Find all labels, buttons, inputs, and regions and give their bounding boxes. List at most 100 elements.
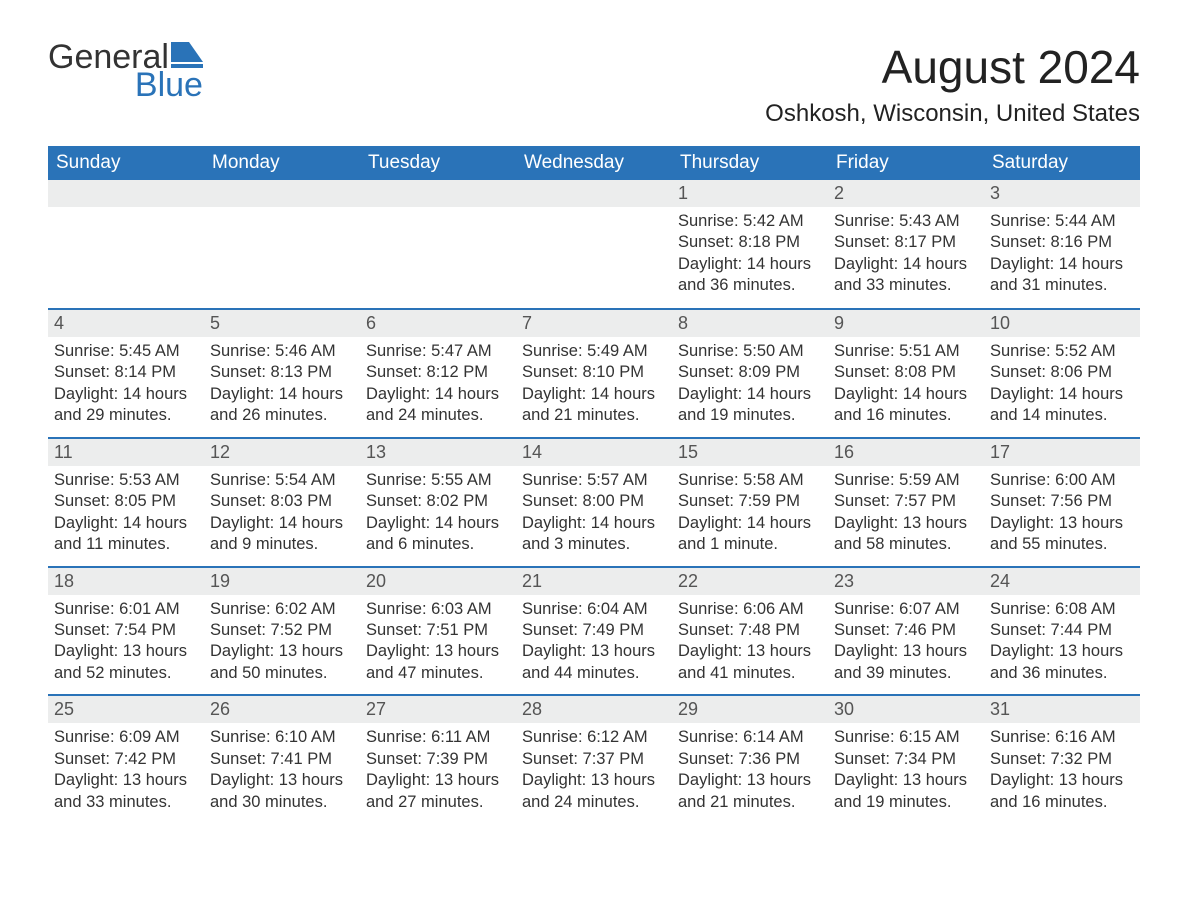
day-daylight1: Daylight: 14 hours xyxy=(54,384,198,405)
day-sunset: Sunset: 8:06 PM xyxy=(990,362,1134,383)
day-details: Sunrise: 5:47 AMSunset: 8:12 PMDaylight:… xyxy=(366,341,510,427)
day-sunrise: Sunrise: 6:09 AM xyxy=(54,727,198,748)
day-number: 24 xyxy=(984,568,1140,595)
day-sunrise: Sunrise: 5:52 AM xyxy=(990,341,1134,362)
day-daylight2: and 30 minutes. xyxy=(210,792,354,813)
day-daylight2: and 21 minutes. xyxy=(522,405,666,426)
day-daylight2: and 47 minutes. xyxy=(366,663,510,684)
day-number: 27 xyxy=(360,696,516,723)
day-cell: 4Sunrise: 5:45 AMSunset: 8:14 PMDaylight… xyxy=(48,310,204,437)
day-sunrise: Sunrise: 5:54 AM xyxy=(210,470,354,491)
day-sunrise: Sunrise: 5:50 AM xyxy=(678,341,822,362)
day-details: Sunrise: 6:00 AMSunset: 7:56 PMDaylight:… xyxy=(990,470,1134,556)
day-daylight2: and 14 minutes. xyxy=(990,405,1134,426)
day-cell: 19Sunrise: 6:02 AMSunset: 7:52 PMDayligh… xyxy=(204,568,360,695)
day-daylight2: and 36 minutes. xyxy=(990,663,1134,684)
day-sunrise: Sunrise: 5:51 AM xyxy=(834,341,978,362)
day-number: 25 xyxy=(48,696,204,723)
day-sunrise: Sunrise: 6:16 AM xyxy=(990,727,1134,748)
day-number: 9 xyxy=(828,310,984,337)
day-number: 14 xyxy=(516,439,672,466)
day-daylight2: and 33 minutes. xyxy=(54,792,198,813)
day-sunset: Sunset: 7:49 PM xyxy=(522,620,666,641)
day-sunset: Sunset: 7:39 PM xyxy=(366,749,510,770)
day-sunset: Sunset: 7:42 PM xyxy=(54,749,198,770)
day-cell: 24Sunrise: 6:08 AMSunset: 7:44 PMDayligh… xyxy=(984,568,1140,695)
day-cell: 7Sunrise: 5:49 AMSunset: 8:10 PMDaylight… xyxy=(516,310,672,437)
day-daylight2: and 41 minutes. xyxy=(678,663,822,684)
day-daylight1: Daylight: 14 hours xyxy=(210,384,354,405)
day-details: Sunrise: 6:11 AMSunset: 7:39 PMDaylight:… xyxy=(366,727,510,813)
day-number: 12 xyxy=(204,439,360,466)
day-daylight2: and 44 minutes. xyxy=(522,663,666,684)
day-cell: 5Sunrise: 5:46 AMSunset: 8:13 PMDaylight… xyxy=(204,310,360,437)
day-daylight2: and 52 minutes. xyxy=(54,663,198,684)
day-sunset: Sunset: 8:16 PM xyxy=(990,232,1134,253)
day-header-thursday: Thursday xyxy=(672,146,828,180)
day-number: 26 xyxy=(204,696,360,723)
day-sunset: Sunset: 7:52 PM xyxy=(210,620,354,641)
day-number: 10 xyxy=(984,310,1140,337)
day-daylight1: Daylight: 14 hours xyxy=(834,384,978,405)
day-details: Sunrise: 5:46 AMSunset: 8:13 PMDaylight:… xyxy=(210,341,354,427)
day-sunrise: Sunrise: 6:01 AM xyxy=(54,599,198,620)
day-daylight1: Daylight: 14 hours xyxy=(678,254,822,275)
day-daylight1: Daylight: 14 hours xyxy=(210,513,354,534)
day-cell xyxy=(516,180,672,308)
day-sunrise: Sunrise: 6:10 AM xyxy=(210,727,354,748)
day-header-tuesday: Tuesday xyxy=(360,146,516,180)
day-cell: 26Sunrise: 6:10 AMSunset: 7:41 PMDayligh… xyxy=(204,696,360,823)
day-sunset: Sunset: 7:56 PM xyxy=(990,491,1134,512)
day-details: Sunrise: 5:49 AMSunset: 8:10 PMDaylight:… xyxy=(522,341,666,427)
day-sunrise: Sunrise: 6:15 AM xyxy=(834,727,978,748)
day-details: Sunrise: 5:57 AMSunset: 8:00 PMDaylight:… xyxy=(522,470,666,556)
day-sunrise: Sunrise: 6:02 AM xyxy=(210,599,354,620)
day-header-sunday: Sunday xyxy=(48,146,204,180)
day-daylight2: and 27 minutes. xyxy=(366,792,510,813)
day-cell: 23Sunrise: 6:07 AMSunset: 7:46 PMDayligh… xyxy=(828,568,984,695)
day-cell: 8 Sunrise: 5:50 AMSunset: 8:09 PMDaylight… xyxy=(672,310,828,437)
day-number: 4 xyxy=(48,310,204,337)
day-number: 29 xyxy=(672,696,828,723)
day-number: 8 xyxy=(672,310,828,337)
day-details: Sunrise: 5:50 AMSunset: 8:09 PMDaylight:… xyxy=(678,341,822,427)
day-sunrise: Sunrise: 5:59 AM xyxy=(834,470,978,491)
day-daylight1: Daylight: 14 hours xyxy=(678,513,822,534)
day-sunset: Sunset: 8:08 PM xyxy=(834,362,978,383)
header: General Blue August 2024 Oshkosh, Wiscon… xyxy=(48,40,1140,128)
day-details: Sunrise: 6:04 AMSunset: 7:49 PMDaylight:… xyxy=(522,599,666,685)
day-number: 28 xyxy=(516,696,672,723)
day-header-wednesday: Wednesday xyxy=(516,146,672,180)
day-sunrise: Sunrise: 5:43 AM xyxy=(834,211,978,232)
day-sunset: Sunset: 8:18 PM xyxy=(678,232,822,253)
day-details: Sunrise: 5:54 AMSunset: 8:03 PMDaylight:… xyxy=(210,470,354,556)
day-cell: 22Sunrise: 6:06 AMSunset: 7:48 PMDayligh… xyxy=(672,568,828,695)
calendar: SundayMondayTuesdayWednesdayThursdayFrid… xyxy=(48,146,1140,823)
day-sunrise: Sunrise: 6:07 AM xyxy=(834,599,978,620)
week-row: 1Sunrise: 5:42 AMSunset: 8:18 PMDaylight… xyxy=(48,180,1140,308)
day-daylight2: and 24 minutes. xyxy=(522,792,666,813)
day-sunrise: Sunrise: 5:42 AM xyxy=(678,211,822,232)
day-header-row: SundayMondayTuesdayWednesdayThursdayFrid… xyxy=(48,146,1140,180)
day-daylight1: Daylight: 13 hours xyxy=(678,641,822,662)
day-daylight1: Daylight: 14 hours xyxy=(366,513,510,534)
day-daylight2: and 19 minutes. xyxy=(678,405,822,426)
day-details: Sunrise: 5:42 AMSunset: 8:18 PMDaylight:… xyxy=(678,211,822,297)
day-daylight1: Daylight: 14 hours xyxy=(522,513,666,534)
day-details: Sunrise: 5:55 AMSunset: 8:02 PMDaylight:… xyxy=(366,470,510,556)
day-header-friday: Friday xyxy=(828,146,984,180)
day-number xyxy=(360,180,516,207)
weeks-container: 1Sunrise: 5:42 AMSunset: 8:18 PMDaylight… xyxy=(48,180,1140,823)
day-cell: 30Sunrise: 6:15 AMSunset: 7:34 PMDayligh… xyxy=(828,696,984,823)
location: Oshkosh, Wisconsin, United States xyxy=(765,100,1140,128)
day-number: 11 xyxy=(48,439,204,466)
day-daylight2: and 33 minutes. xyxy=(834,275,978,296)
day-daylight1: Daylight: 13 hours xyxy=(990,770,1134,791)
day-sunset: Sunset: 8:00 PM xyxy=(522,491,666,512)
day-sunset: Sunset: 7:46 PM xyxy=(834,620,978,641)
day-number: 23 xyxy=(828,568,984,595)
week-row: 4Sunrise: 5:45 AMSunset: 8:14 PMDaylight… xyxy=(48,308,1140,437)
day-number xyxy=(48,180,204,207)
day-cell: 20Sunrise: 6:03 AMSunset: 7:51 PMDayligh… xyxy=(360,568,516,695)
day-daylight1: Daylight: 13 hours xyxy=(522,770,666,791)
